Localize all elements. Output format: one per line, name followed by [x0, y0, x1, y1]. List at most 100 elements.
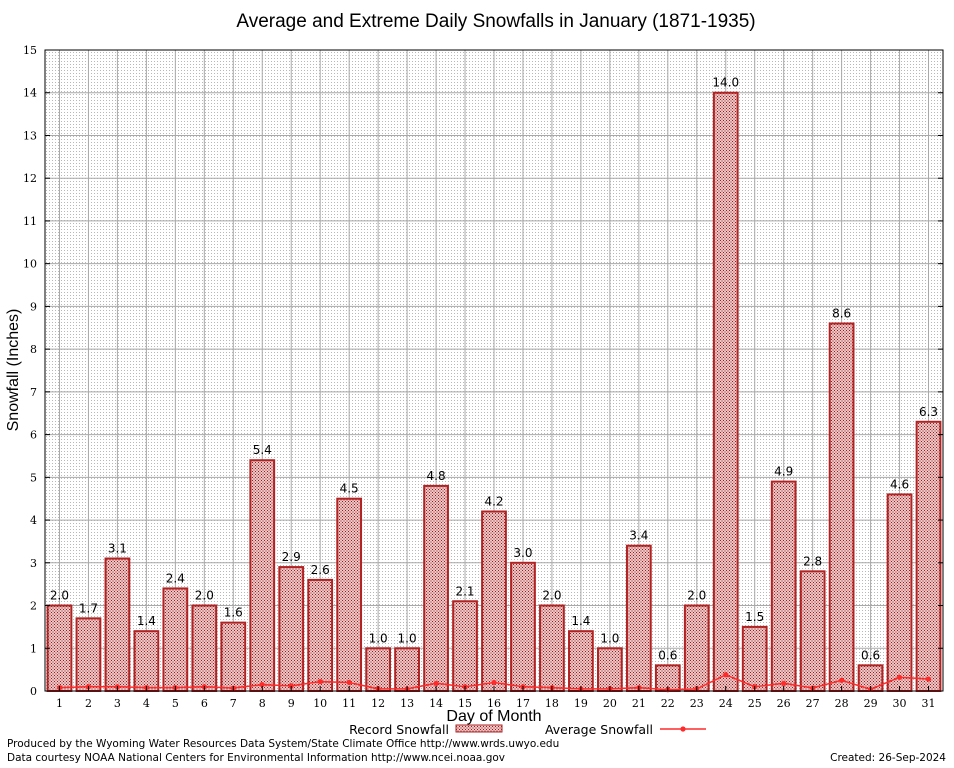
- data-label-day-13: 1.0: [398, 631, 417, 645]
- y-tick-label: 12: [23, 172, 37, 185]
- data-label-day-25: 1.5: [745, 610, 764, 624]
- x-tick-label: 24: [719, 697, 733, 710]
- x-tick-label: 27: [806, 697, 820, 710]
- data-label-day-1: 2.0: [50, 589, 69, 603]
- y-tick-label: 3: [30, 557, 37, 570]
- x-axis-label: Day of Month: [446, 708, 541, 725]
- data-label-day-3: 3.1: [108, 542, 127, 556]
- chart-title: Average and Extreme Daily Snowfalls in J…: [236, 11, 755, 32]
- record-bar-day-26: [770, 480, 797, 692]
- record-bar-day-2: [75, 617, 102, 692]
- record-bar-day-18: [539, 604, 565, 692]
- x-tick-label: 15: [458, 697, 472, 710]
- x-tick-label: 26: [777, 697, 791, 710]
- record-bar-day-23: [683, 604, 710, 692]
- record-bar-day-27: [799, 570, 826, 693]
- data-label-day-27: 2.8: [803, 554, 822, 568]
- x-tick-label: 13: [400, 697, 414, 710]
- y-tick-label: 15: [23, 44, 37, 57]
- data-label-day-10: 2.6: [311, 563, 330, 577]
- data-label-day-5: 2.4: [166, 571, 185, 585]
- average-point-day-11: [346, 679, 352, 686]
- record-bar-day-6: [191, 604, 218, 692]
- y-tick-label: 2: [30, 600, 37, 613]
- footer-created-date: Created: 26-Sep-2024: [830, 752, 946, 764]
- average-point-day-16: [491, 679, 497, 686]
- record-bar-day-30: [886, 493, 913, 692]
- record-bar-day-20: [596, 647, 623, 692]
- x-tick-label: 22: [661, 697, 675, 710]
- x-tick-label: 12: [371, 697, 385, 710]
- record-bar-day-4: [133, 630, 160, 693]
- data-label-day-23: 2.0: [687, 589, 706, 603]
- data-label-day-9: 2.9: [282, 550, 301, 564]
- data-label-day-29: 0.6: [861, 648, 880, 662]
- x-tick-label: 7: [230, 697, 237, 710]
- data-label-day-28: 8.6: [832, 306, 851, 320]
- y-tick-label: 10: [23, 258, 37, 271]
- y-tick-label: 5: [30, 471, 37, 484]
- record-bar-day-12: [365, 647, 392, 692]
- y-tick-label: 4: [30, 514, 37, 527]
- record-bar-day-21: [625, 544, 652, 692]
- record-bar-day-5: [162, 587, 189, 692]
- record-bar-day-10: [307, 578, 334, 692]
- y-tick-label: 0: [30, 685, 37, 698]
- legend-swatch-average-marker: [680, 726, 686, 732]
- data-label-day-22: 0.6: [658, 648, 677, 662]
- legend: Record Snowfall Average Snowfall: [349, 722, 706, 737]
- x-tick-label: 21: [632, 697, 646, 710]
- average-point-day-8: [259, 681, 265, 688]
- x-tick-label: 4: [143, 697, 150, 710]
- record-bar-day-8: [249, 459, 276, 692]
- x-tick-label: 23: [690, 697, 704, 710]
- record-bar-day-14: [423, 484, 449, 692]
- x-tick-label: 25: [748, 697, 762, 710]
- x-tick-label: 3: [114, 697, 121, 710]
- record-bar-day-15: [452, 600, 478, 693]
- legend-label-average: Average Snowfall: [545, 722, 653, 737]
- x-axis-ticks: 1 2 3 4 5 6 7 8 9 10 11 12 13 14 15 16 17 18 19 20 21 22 23 24 2…: [56, 686, 936, 710]
- record-bar-day-7: [220, 621, 247, 692]
- record-bar-day-24: [712, 91, 739, 692]
- average-point-day-31: [925, 676, 932, 682]
- x-tick-label: 5: [172, 697, 179, 710]
- data-label-day-21: 3.4: [629, 529, 648, 543]
- data-label-day-30: 4.6: [890, 477, 909, 491]
- data-label-day-31: 6.3: [919, 405, 938, 419]
- y-axis-label: Snowfall (Inches): [5, 309, 22, 432]
- average-point-day-24: [723, 672, 729, 678]
- data-label-day-17: 3.0: [513, 546, 532, 560]
- x-tick-label: 11: [342, 697, 356, 710]
- data-label-day-16: 4.2: [484, 495, 503, 509]
- data-label-day-6: 2.0: [195, 589, 214, 603]
- data-labels: 2.0 1.7 3.1 1.4 2.4 2.0 1.6 5.4 2.9 2.6 4.5 1.0 1.0 4…: [50, 76, 938, 663]
- x-tick-label: 2: [85, 697, 92, 710]
- data-label-day-2: 1.7: [79, 601, 98, 615]
- average-point-day-30: [896, 674, 903, 680]
- average-point-day-26: [781, 680, 787, 686]
- x-tick-label: 14: [429, 697, 443, 710]
- record-bar-day-1: [46, 604, 73, 692]
- record-bar-day-13: [394, 647, 420, 692]
- average-point-day-28: [839, 677, 845, 683]
- x-tick-label: 31: [922, 697, 936, 710]
- x-tick-label: 9: [288, 697, 295, 710]
- y-tick-label: 13: [23, 129, 37, 142]
- record-bar-day-19: [568, 630, 594, 693]
- y-tick-label: 8: [30, 343, 37, 356]
- record-bar-day-17: [510, 561, 536, 692]
- x-tick-label: 30: [893, 697, 907, 710]
- footer-data-courtesy: Data courtesy NOAA National Centers for …: [7, 752, 506, 764]
- y-tick-label: 1: [30, 642, 37, 655]
- record-bar-day-9: [278, 566, 305, 692]
- x-tick-label: 1: [56, 697, 63, 710]
- y-tick-label: 7: [30, 386, 37, 399]
- x-tick-label: 8: [259, 697, 266, 710]
- data-label-day-14: 4.8: [427, 469, 446, 483]
- x-tick-label: 19: [574, 697, 588, 710]
- record-bar-day-28: [828, 322, 855, 692]
- record-bar-day-11: [336, 497, 363, 693]
